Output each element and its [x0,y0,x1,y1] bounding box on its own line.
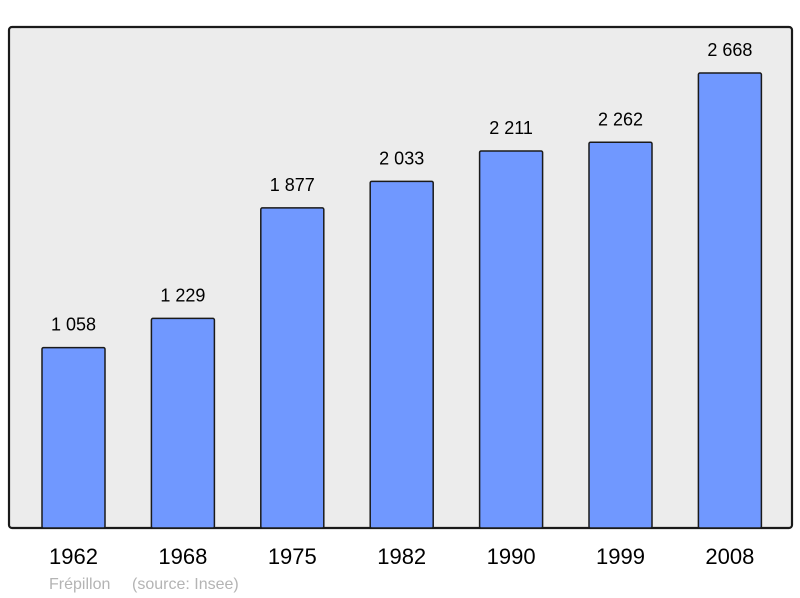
x-tick-1999: 1999 [596,544,645,569]
x-tick-1962: 1962 [49,544,98,569]
value-label-1968: 1 229 [160,285,205,305]
bar-1999 [588,141,653,529]
bar-1968 [150,317,216,529]
bar-1962 [41,346,106,529]
value-label-1975: 1 877 [270,175,315,195]
footer-source: (source: Insee) [132,576,239,593]
value-label-1990: 2 211 [489,118,533,138]
value-label-1982: 2 033 [379,148,424,168]
value-label-1999: 2 262 [598,109,643,129]
x-tick-1982: 1982 [377,544,426,569]
x-tick-1990: 1990 [487,544,536,569]
x-tick-1975: 1975 [268,544,317,569]
value-label-2008: 2 668 [707,40,752,60]
bar-1990 [478,150,544,529]
bar-1982 [369,180,434,529]
bar-2008 [697,72,763,529]
x-tick-1968: 1968 [158,544,207,569]
x-tick-2008: 2008 [705,544,754,569]
footer-place: Frépillon [49,576,110,593]
bar-1975 [260,207,325,529]
value-label-1962: 1 058 [51,315,96,335]
